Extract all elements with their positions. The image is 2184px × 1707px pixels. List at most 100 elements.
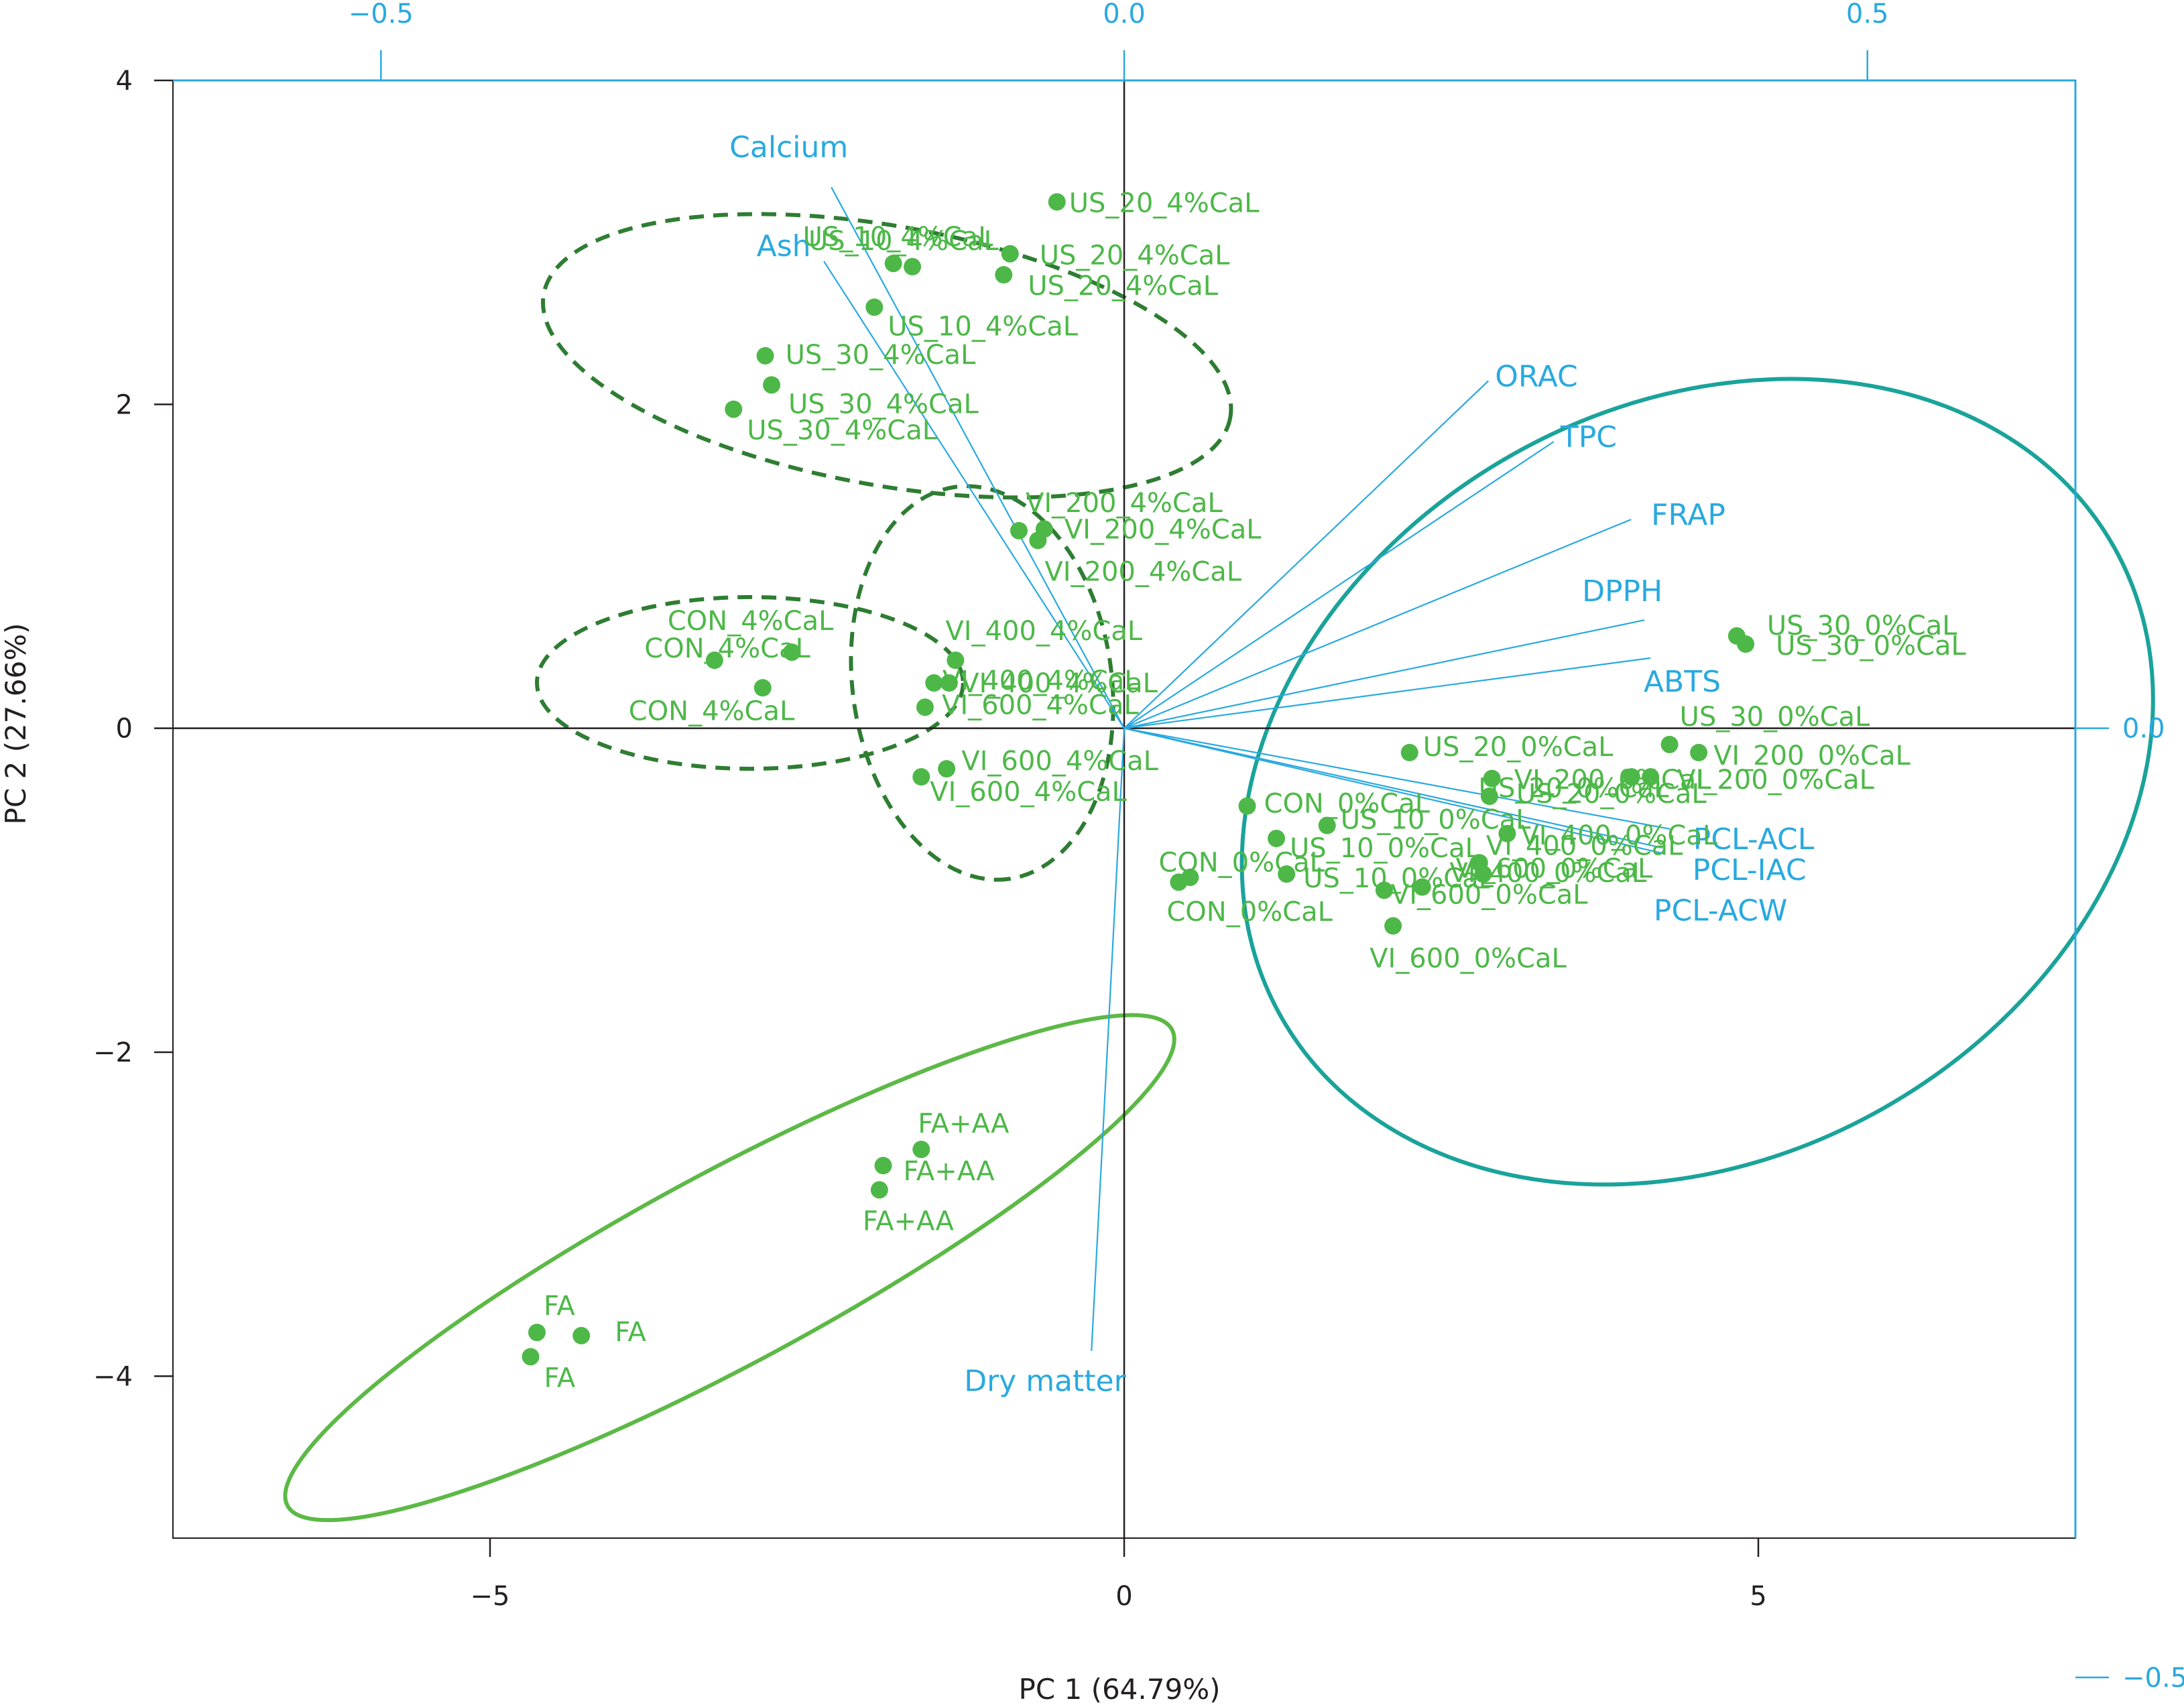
top-tick-label-2: 0.5 xyxy=(1846,0,1889,29)
score-point-28 xyxy=(1483,769,1501,787)
score-label-43: FA+AA xyxy=(904,1156,995,1187)
score-point-30 xyxy=(1238,797,1256,815)
score-label-18: CON_4%CaL xyxy=(668,606,834,637)
score-label-39: VI_600_0%CaL xyxy=(1391,879,1588,910)
score-point-44 xyxy=(870,1181,888,1199)
score-point-22 xyxy=(1737,635,1755,653)
score-label-5: US_10_4%CaL xyxy=(888,311,1078,342)
score-label-3: US_10_4%CaL xyxy=(803,222,993,253)
score-point-17 xyxy=(938,760,956,778)
loading-label-0: Ash xyxy=(757,229,811,263)
group-ellipse-0 xyxy=(540,212,1233,500)
y-tick-label-1: −2 xyxy=(93,1037,133,1068)
right-tick-label-2: −0.5 xyxy=(2122,1663,2184,1694)
score-label-4: US_10_4%CaL xyxy=(808,226,999,257)
score-point-0 xyxy=(1048,193,1066,211)
x-axis-title: PC 1 (64.79%) xyxy=(1019,1673,1221,1706)
score-point-33 xyxy=(1318,816,1336,834)
score-label-12: VI_400_4%CaL xyxy=(945,616,1142,647)
score-point-29 xyxy=(1480,787,1498,806)
score-label-45: FA xyxy=(544,1291,575,1322)
score-label-2: US_20_4%CaL xyxy=(1028,271,1218,302)
group-ellipse-4 xyxy=(283,1013,1176,1523)
loading-vector-6 xyxy=(1124,657,1651,729)
score-point-14 xyxy=(940,674,958,692)
score-point-43 xyxy=(874,1157,892,1175)
x-tick-label-0: −5 xyxy=(471,1581,510,1612)
score-labels: US_20_4%CaLUS_20_4%CaLUS_20_4%CaLUS_10_4… xyxy=(544,188,1967,1393)
score-point-40 xyxy=(1413,878,1431,896)
score-label-15: VI_600_4%CaL xyxy=(942,690,1139,720)
top-tick-label-0: −0.5 xyxy=(349,0,414,29)
x-tick-label-1: 0 xyxy=(1115,1581,1132,1612)
score-label-42: FA+AA xyxy=(918,1109,1010,1139)
group-ellipse-3 xyxy=(1239,377,2155,1187)
score-label-20: CON_4%CaL xyxy=(629,696,795,726)
score-point-1 xyxy=(1001,245,1019,263)
score-label-28: US_20_0%CaL xyxy=(1479,773,1669,804)
score-label-16: VI_600_4%CaL xyxy=(961,746,1158,777)
score-point-19 xyxy=(783,643,801,661)
score-point-5 xyxy=(865,298,884,316)
loading-label-4: FRAP xyxy=(1651,498,1725,532)
score-point-47 xyxy=(522,1348,540,1366)
loading-vector-2 xyxy=(1124,380,1490,729)
score-label-9: VI_200_4%CaL xyxy=(1026,488,1223,519)
score-label-21: US_30_0%CaL xyxy=(1767,611,1957,641)
score-label-40: VI_600_0%CaL xyxy=(1456,854,1653,885)
score-label-22: US_30_0%CaL xyxy=(1776,631,1966,661)
score-point-26 xyxy=(1622,768,1640,786)
score-label-27: US_20_0%CaL xyxy=(1423,732,1614,763)
loading-label-10: Dry matter xyxy=(964,1365,1126,1399)
score-point-3 xyxy=(884,255,902,273)
score-label-35: US_10_0%CaL xyxy=(1303,863,1494,894)
score-point-36 xyxy=(1498,824,1516,842)
score-label-10: VI_200_4%CaL xyxy=(1065,514,1262,545)
loading-label-8: PCL-IAC xyxy=(1693,853,1807,887)
group-ellipse-1 xyxy=(849,484,1115,882)
y-tick-label-0: −4 xyxy=(93,1361,133,1392)
score-points xyxy=(522,193,1755,1366)
score-point-8 xyxy=(725,400,743,418)
score-label-38: VI_400_0%CaL xyxy=(1449,858,1646,889)
loading-vector-9 xyxy=(1124,727,1664,855)
loading-label-7: PCL-ACL xyxy=(1693,822,1815,857)
score-label-7: US_30_4%CaL xyxy=(788,389,979,420)
score-label-6: US_30_4%CaL xyxy=(786,340,976,371)
score-point-24 xyxy=(1690,743,1708,761)
score-label-34: US_10_0%CaL xyxy=(1290,833,1480,864)
score-label-0: US_20_4%CaL xyxy=(1069,188,1260,218)
score-point-45 xyxy=(528,1324,546,1342)
score-point-34 xyxy=(1268,830,1286,847)
score-label-37: VI_400_0%CaL xyxy=(1486,830,1683,861)
score-point-42 xyxy=(912,1141,930,1158)
score-point-6 xyxy=(756,346,774,365)
score-point-41 xyxy=(1384,917,1402,935)
score-label-13: VI_400_4%CaL xyxy=(961,668,1158,699)
score-label-25: VI_200_0%CaL xyxy=(1677,765,1874,796)
score-label-11: VI_200_4%CaL xyxy=(1044,556,1241,587)
top-tick-label-1: 0.0 xyxy=(1103,0,1146,29)
loading-vector-5 xyxy=(1124,619,1645,729)
score-label-44: FA+AA xyxy=(863,1206,955,1237)
loading-label-6: ABTS xyxy=(1644,665,1721,699)
score-label-24: VI_200_0%CaL xyxy=(1713,741,1910,771)
score-label-36: VI_400_0%CaL xyxy=(1520,820,1717,851)
loading-vector-3 xyxy=(1124,441,1555,729)
right-tick-label-1: 0.0 xyxy=(2122,714,2165,745)
score-label-31: CON_0%CaL xyxy=(1158,847,1325,878)
score-point-23 xyxy=(1660,735,1679,753)
group-ellipses xyxy=(283,212,2155,1523)
y-axis-title: PC 2 (27.66%) xyxy=(0,623,32,825)
score-point-18 xyxy=(705,651,723,670)
y-tick-label-2: 0 xyxy=(116,714,133,745)
score-point-27 xyxy=(1400,743,1418,761)
score-label-23: US_30_0%CaL xyxy=(1680,702,1870,733)
score-label-8: US_30_4%CaL xyxy=(747,416,937,446)
score-point-7 xyxy=(763,376,781,394)
score-label-26: VI_200_0%CaL xyxy=(1514,765,1711,796)
score-point-13 xyxy=(925,674,943,692)
score-label-33: US_10_0%CaL xyxy=(1341,805,1531,836)
loading-vector-10 xyxy=(1091,728,1126,1351)
